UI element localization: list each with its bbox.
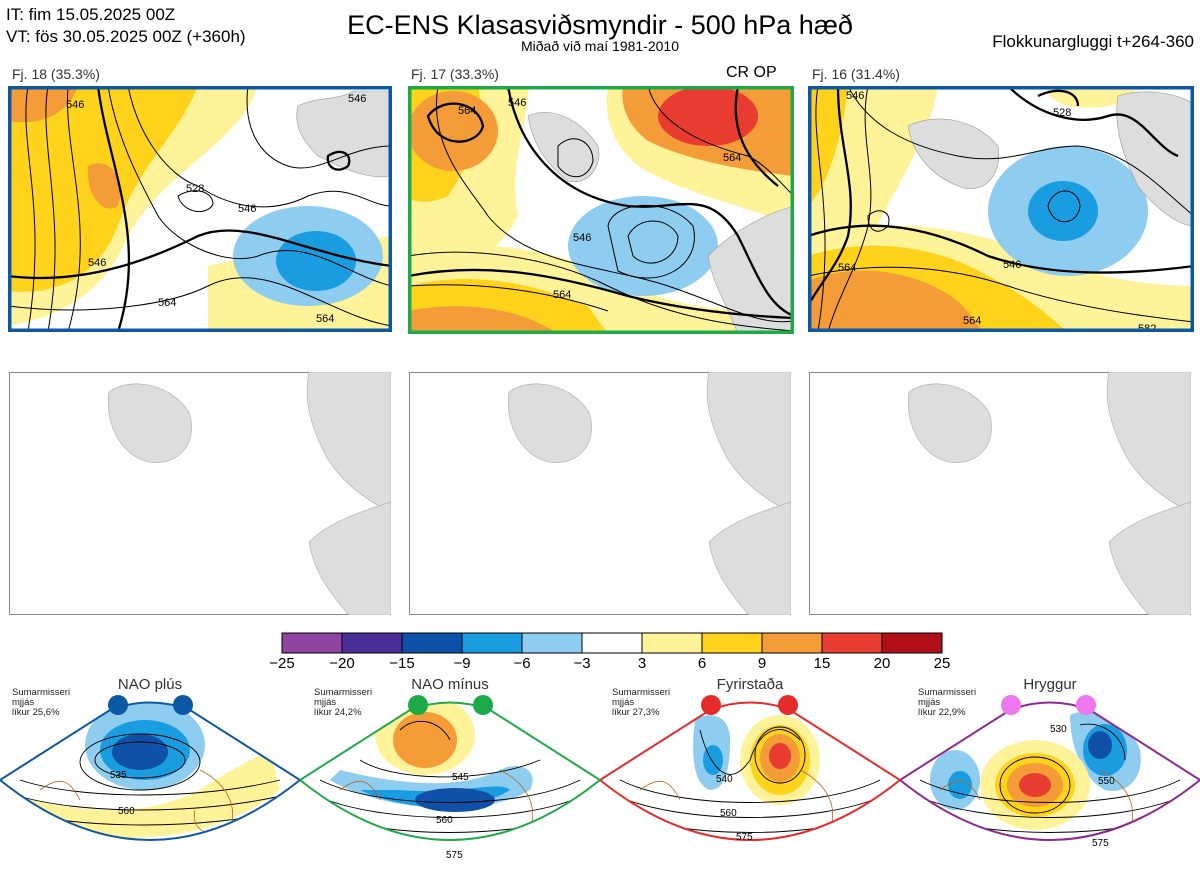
colorbar-tick-label: 3 bbox=[637, 655, 647, 672]
stat-line: Sumarmisseri bbox=[314, 687, 373, 698]
stat-line: Sumarmisseri bbox=[612, 687, 671, 698]
page-subtitle: Miðað við maí 1981-2010 bbox=[521, 38, 679, 54]
colorbar-tick-label: −6 bbox=[513, 655, 531, 672]
regime-1-stats: Sumarmisseri mjjás líkur 25,6% bbox=[12, 688, 70, 718]
regime-1-contour-label: 560 bbox=[118, 806, 135, 817]
cluster-2-tag: CR OP bbox=[726, 64, 777, 81]
colorbar-cell bbox=[701, 632, 763, 654]
cluster-2-contour-label: 546 bbox=[508, 97, 526, 109]
colorbar-cell bbox=[761, 632, 823, 654]
stat-line: Sumarmisseri bbox=[12, 687, 71, 698]
colorbar bbox=[280, 632, 944, 654]
colorbar-tick-label: 25 bbox=[933, 655, 951, 672]
regime-2-stats: Sumarmisseri mjjás líkur 24,2% bbox=[314, 688, 372, 718]
valid-time: VT: fös 30.05.2025 00Z (+360h) bbox=[6, 27, 246, 46]
colorbar-tick-label: −15 bbox=[389, 655, 415, 672]
regime-2-title: NAO mínus bbox=[411, 676, 489, 693]
colorbar-tick-label: −20 bbox=[329, 655, 355, 672]
regime-2-contour-label: 545 bbox=[452, 772, 469, 783]
regime-4-contour-label: 550 bbox=[1098, 776, 1115, 787]
cluster-2-contour-label: 564 bbox=[458, 105, 476, 117]
colorbar-cell bbox=[401, 632, 463, 654]
cluster-3-contour-label: 546 bbox=[1003, 259, 1021, 271]
regime-1-map[interactable]: 535 560 bbox=[0, 690, 300, 871]
cluster-3-contour-label: 546 bbox=[846, 90, 864, 102]
colorbar-tick-label: −3 bbox=[573, 655, 591, 672]
colorbar-cell bbox=[341, 632, 403, 654]
stat-line: mjjás bbox=[612, 697, 635, 708]
colorbar-cell bbox=[641, 632, 703, 654]
cluster-1-contour-label: 564 bbox=[316, 313, 334, 325]
blank-map-1[interactable] bbox=[9, 372, 391, 615]
colorbar-tick-label: 6 bbox=[697, 655, 707, 672]
colorbar-tick-label: −25 bbox=[269, 655, 295, 672]
cluster-1-contour-label: 546 bbox=[88, 257, 106, 269]
cluster-1-label: Fj. 18 (35.3%) bbox=[12, 66, 100, 82]
stat-line: Sumarmisseri bbox=[918, 687, 977, 698]
cluster-2-label: Fj. 17 (33.3%) bbox=[411, 66, 499, 82]
header-times: IT: fim 15.05.2025 00Z VT: fös 30.05.202… bbox=[6, 4, 246, 48]
colorbar-cell bbox=[521, 632, 583, 654]
regime-3-stats: Sumarmisseri mjjás líkur 27,3% bbox=[612, 688, 670, 718]
cluster-3-label: Fj. 16 (31.4%) bbox=[812, 66, 900, 82]
regime-1-contour-label: 535 bbox=[110, 770, 127, 781]
regime-4-title: Hryggur bbox=[1023, 676, 1077, 693]
cluster-2-contour-label: 564 bbox=[723, 152, 741, 164]
cluster-3-map[interactable]: 546 564 546 564 582 528 bbox=[808, 86, 1194, 332]
regime-3-title: Fyrirstaða bbox=[716, 676, 784, 693]
stat-line: mjjás bbox=[314, 697, 337, 708]
blank-map-2[interactable] bbox=[409, 372, 791, 615]
regime-2-contour-label: 575 bbox=[446, 850, 463, 861]
regime-2-map[interactable]: 545 560 575 bbox=[300, 690, 600, 871]
cluster-3-contour-label: 564 bbox=[838, 262, 856, 274]
cluster-3-contour-label: 582 bbox=[1138, 323, 1156, 332]
regime-4-stats: Sumarmisseri mjjás líkur 22,9% bbox=[918, 688, 976, 718]
colorbar-cell bbox=[281, 632, 343, 654]
stat-line: mjjás bbox=[12, 697, 35, 708]
initial-time: IT: fim 15.05.2025 00Z bbox=[6, 5, 176, 24]
colorbar-tick-label: 15 bbox=[813, 655, 831, 672]
cluster-1-contour-label: 546 bbox=[348, 93, 366, 105]
colorbar-tick-label: 9 bbox=[757, 655, 767, 672]
page-title: EC-ENS Klasasviðsmyndir - 500 hPa hæð bbox=[347, 10, 853, 40]
cluster-1-map[interactable]: 546 528 546 546 564 564 546 bbox=[8, 86, 392, 332]
regime-4-map[interactable]: 530 550 575 bbox=[900, 690, 1200, 871]
colorbar-cell bbox=[461, 632, 523, 654]
regime-3-contour-label: 560 bbox=[720, 808, 737, 819]
colorbar-tick-label: 20 bbox=[873, 655, 891, 672]
blank-map-3[interactable] bbox=[809, 372, 1191, 615]
regime-1-title: NAO plús bbox=[117, 676, 183, 693]
colorbar-cell bbox=[581, 632, 643, 654]
colorbar-cell bbox=[821, 632, 883, 654]
stat-line: líkur 24,2% bbox=[314, 707, 362, 718]
stat-line: mjjás bbox=[918, 697, 941, 708]
stat-line: líkur 25,6% bbox=[12, 707, 60, 718]
colorbar-tick-label: −9 bbox=[453, 655, 471, 672]
cluster-1-contour-label: 528 bbox=[186, 183, 204, 195]
cluster-2-contour-label: 546 bbox=[573, 232, 591, 244]
colorbar-cell bbox=[881, 632, 943, 654]
regime-3-map[interactable]: 540 560 575 bbox=[600, 690, 900, 871]
cluster-3-contour-label: 528 bbox=[1053, 107, 1071, 119]
cluster-1-contour-label: 564 bbox=[158, 297, 176, 309]
regime-4-contour-label: 575 bbox=[1092, 838, 1109, 849]
regime-3-contour-label: 575 bbox=[736, 832, 753, 843]
classification-window: Flokkunargluggi t+264-360 bbox=[992, 32, 1194, 51]
regime-3-contour-label: 540 bbox=[716, 774, 733, 785]
cluster-1-contour-label: 546 bbox=[66, 99, 84, 111]
cluster-3-contour-label: 564 bbox=[963, 315, 981, 327]
cluster-1-contour-label: 546 bbox=[238, 203, 256, 215]
stat-line: líkur 22,9% bbox=[918, 707, 966, 718]
regime-4-contour-label: 530 bbox=[1050, 724, 1067, 735]
regime-2-contour-label: 560 bbox=[436, 815, 453, 826]
stat-line: líkur 27,3% bbox=[612, 707, 660, 718]
cluster-2-map[interactable]: 564 546 546 564 564 bbox=[408, 86, 794, 334]
cluster-2-contour-label: 564 bbox=[553, 289, 571, 301]
